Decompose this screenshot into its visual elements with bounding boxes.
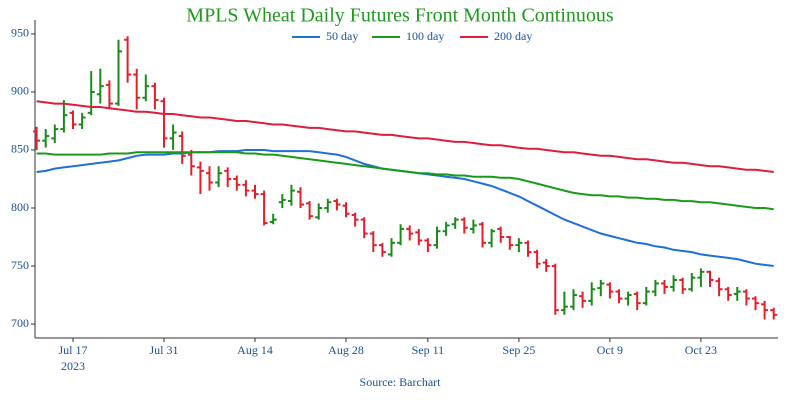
y-tick-label: 950	[11, 26, 29, 40]
y-tick-label: 800	[11, 200, 29, 214]
x-year-label: 2023	[61, 359, 85, 373]
y-tick-label: 750	[11, 258, 29, 272]
x-tick-label: Jul 31	[149, 343, 178, 357]
chart-title: MPLS Wheat Daily Futures Front Month Con…	[186, 5, 614, 27]
x-tick-label: Sep 25	[502, 343, 535, 357]
legend-label: 100 day	[406, 29, 444, 43]
x-tick-label: Sep 11	[412, 343, 445, 357]
y-tick-label: 850	[11, 142, 29, 156]
legend-label: 200 day	[494, 29, 532, 43]
ma-line	[36, 100, 774, 173]
legend-label: 50 day	[326, 29, 358, 43]
x-tick-label: Aug 14	[237, 343, 273, 357]
y-tick-label: 700	[11, 316, 29, 330]
x-tick-label: Oct 9	[597, 343, 623, 357]
x-tick-label: Jul 17	[58, 343, 87, 357]
x-tick-label: Aug 28	[328, 343, 364, 357]
source-note: Source: Barchart	[360, 375, 442, 389]
ma-line	[36, 151, 774, 211]
x-tick-label: Oct 23	[685, 343, 717, 357]
y-tick-label: 900	[11, 84, 29, 98]
